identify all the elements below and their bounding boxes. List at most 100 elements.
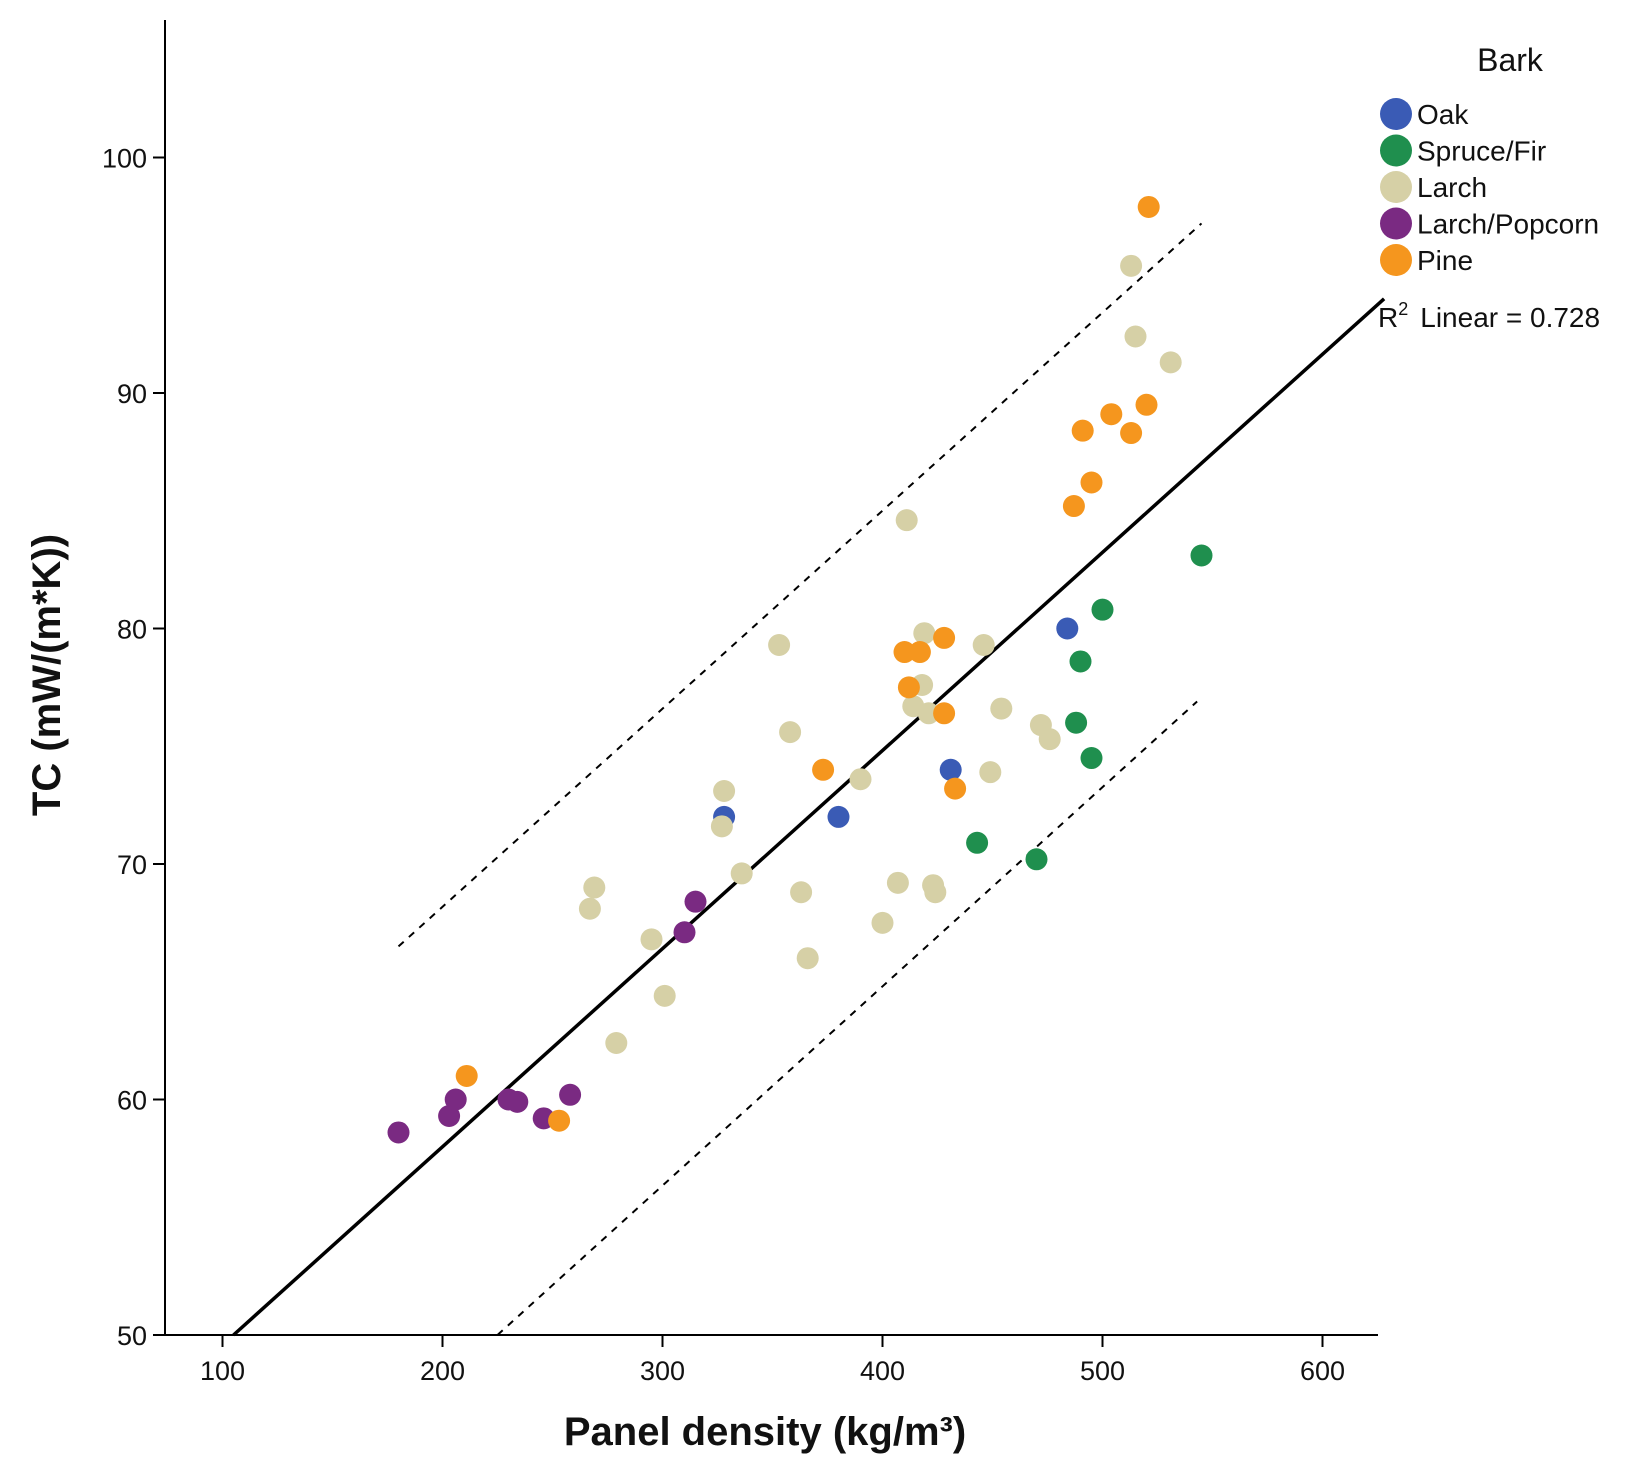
legend-item-pine: Pine	[1380, 244, 1473, 276]
legend-marker	[1380, 171, 1412, 203]
legend-marker	[1380, 98, 1412, 130]
x-tick-label: 400	[860, 1356, 905, 1386]
point-pine	[1062, 495, 1085, 518]
point-pine	[1137, 195, 1160, 218]
point-pine	[1120, 422, 1143, 445]
regression-line	[232, 297, 1386, 1337]
point-larch-popcorn	[444, 1088, 467, 1111]
point-larch	[1038, 728, 1061, 751]
point-spruce-fir	[1025, 848, 1048, 871]
axes: 100 200 300 400 500 600 50 60 70 80 90 100	[102, 20, 1378, 1386]
legend: Bark Oak Spruce/Fir Larch Larch/Popcorn Pine	[1380, 42, 1599, 276]
point-pine	[1100, 403, 1123, 426]
point-larch	[895, 509, 918, 532]
point-larch	[796, 947, 819, 970]
point-larch-popcorn	[559, 1083, 582, 1106]
x-tick-label: 100	[200, 1356, 245, 1386]
point-larch	[979, 761, 1002, 784]
lower-confidence-line	[496, 700, 1198, 1336]
point-larch	[849, 768, 872, 791]
point-oak	[939, 758, 962, 781]
point-pine	[893, 641, 916, 664]
point-spruce-fir	[1190, 544, 1213, 567]
point-larch-popcorn	[684, 890, 707, 913]
legend-item-larch-popcorn: Larch/Popcorn	[1380, 207, 1599, 240]
point-larch-popcorn	[506, 1090, 529, 1113]
point-larch	[972, 633, 995, 656]
point-larch	[1124, 325, 1147, 348]
point-larch	[710, 815, 733, 838]
y-tick-label: 50	[117, 1321, 147, 1351]
point-pine	[1135, 393, 1158, 416]
x-axis-title: Panel density (kg/m³)	[564, 1410, 966, 1454]
x-tick-label: 500	[1080, 1356, 1125, 1386]
y-tick-label: 60	[117, 1086, 147, 1116]
fit-lines	[232, 222, 1386, 1337]
r2-annotation: R2 Linear = 0.728	[1378, 299, 1600, 333]
point-spruce-fir	[1069, 650, 1092, 673]
point-pine	[933, 626, 956, 649]
point-pine	[944, 777, 967, 800]
point-oak	[827, 805, 850, 828]
point-larch	[913, 622, 936, 645]
point-larch	[924, 881, 947, 904]
point-larch	[779, 721, 802, 744]
point-larch	[713, 779, 736, 802]
point-pine	[548, 1109, 571, 1132]
point-spruce-fir	[1091, 598, 1114, 621]
point-larch-popcorn	[387, 1121, 410, 1144]
point-pine	[1071, 419, 1094, 442]
r2-superscript: 2	[1398, 299, 1408, 319]
point-larch	[1120, 254, 1143, 277]
point-larch	[640, 928, 663, 951]
point-larch	[990, 697, 1013, 720]
y-tick-label: 80	[117, 615, 147, 645]
y-tick-label: 90	[117, 379, 147, 409]
legend-item-larch: Larch	[1380, 171, 1487, 203]
point-spruce-fir	[1065, 711, 1088, 734]
legend-title: Bark	[1477, 42, 1544, 78]
legend-label: Pine	[1417, 245, 1473, 276]
x-tick-label: 600	[1300, 1356, 1345, 1386]
point-oak	[1056, 617, 1079, 640]
y-tick-label: 70	[117, 850, 147, 880]
legend-item-oak: Oak	[1380, 98, 1469, 130]
point-larch-popcorn	[438, 1104, 461, 1127]
point-pine	[455, 1064, 478, 1087]
point-larch	[583, 876, 606, 899]
point-pine	[897, 676, 920, 699]
data-points	[387, 195, 1213, 1144]
legend-label: Spruce/Fir	[1417, 136, 1546, 167]
point-larch-popcorn	[673, 921, 696, 944]
x-tick-label: 200	[420, 1356, 465, 1386]
legend-marker	[1380, 207, 1412, 240]
point-larch	[730, 862, 753, 885]
y-tick-label: 100	[102, 144, 147, 174]
point-pine	[1080, 471, 1103, 494]
point-larch	[790, 881, 813, 904]
point-pine	[933, 702, 956, 725]
legend-marker	[1380, 244, 1412, 276]
point-larch	[917, 702, 940, 725]
legend-label: Oak	[1417, 99, 1469, 130]
point-pine	[812, 758, 835, 781]
point-larch	[768, 633, 791, 656]
r2-prefix: R	[1378, 302, 1398, 333]
legend-label: Larch	[1417, 172, 1487, 203]
point-pine	[908, 641, 931, 664]
upper-confidence-line	[397, 222, 1203, 948]
r2-text: Linear = 0.728	[1420, 302, 1600, 333]
point-larch	[871, 911, 894, 934]
x-tick-label: 300	[640, 1356, 685, 1386]
point-spruce-fir	[966, 831, 989, 854]
y-axis-title: TC (mW/(m*K))	[25, 534, 69, 816]
point-larch	[886, 871, 909, 894]
legend-label: Larch/Popcorn	[1417, 209, 1599, 240]
point-larch	[1159, 351, 1182, 374]
point-spruce-fir	[1080, 747, 1103, 770]
legend-marker	[1380, 134, 1412, 167]
legend-item-spruce-fir: Spruce/Fir	[1380, 134, 1546, 167]
point-larch	[578, 897, 601, 920]
point-larch	[605, 1031, 628, 1054]
